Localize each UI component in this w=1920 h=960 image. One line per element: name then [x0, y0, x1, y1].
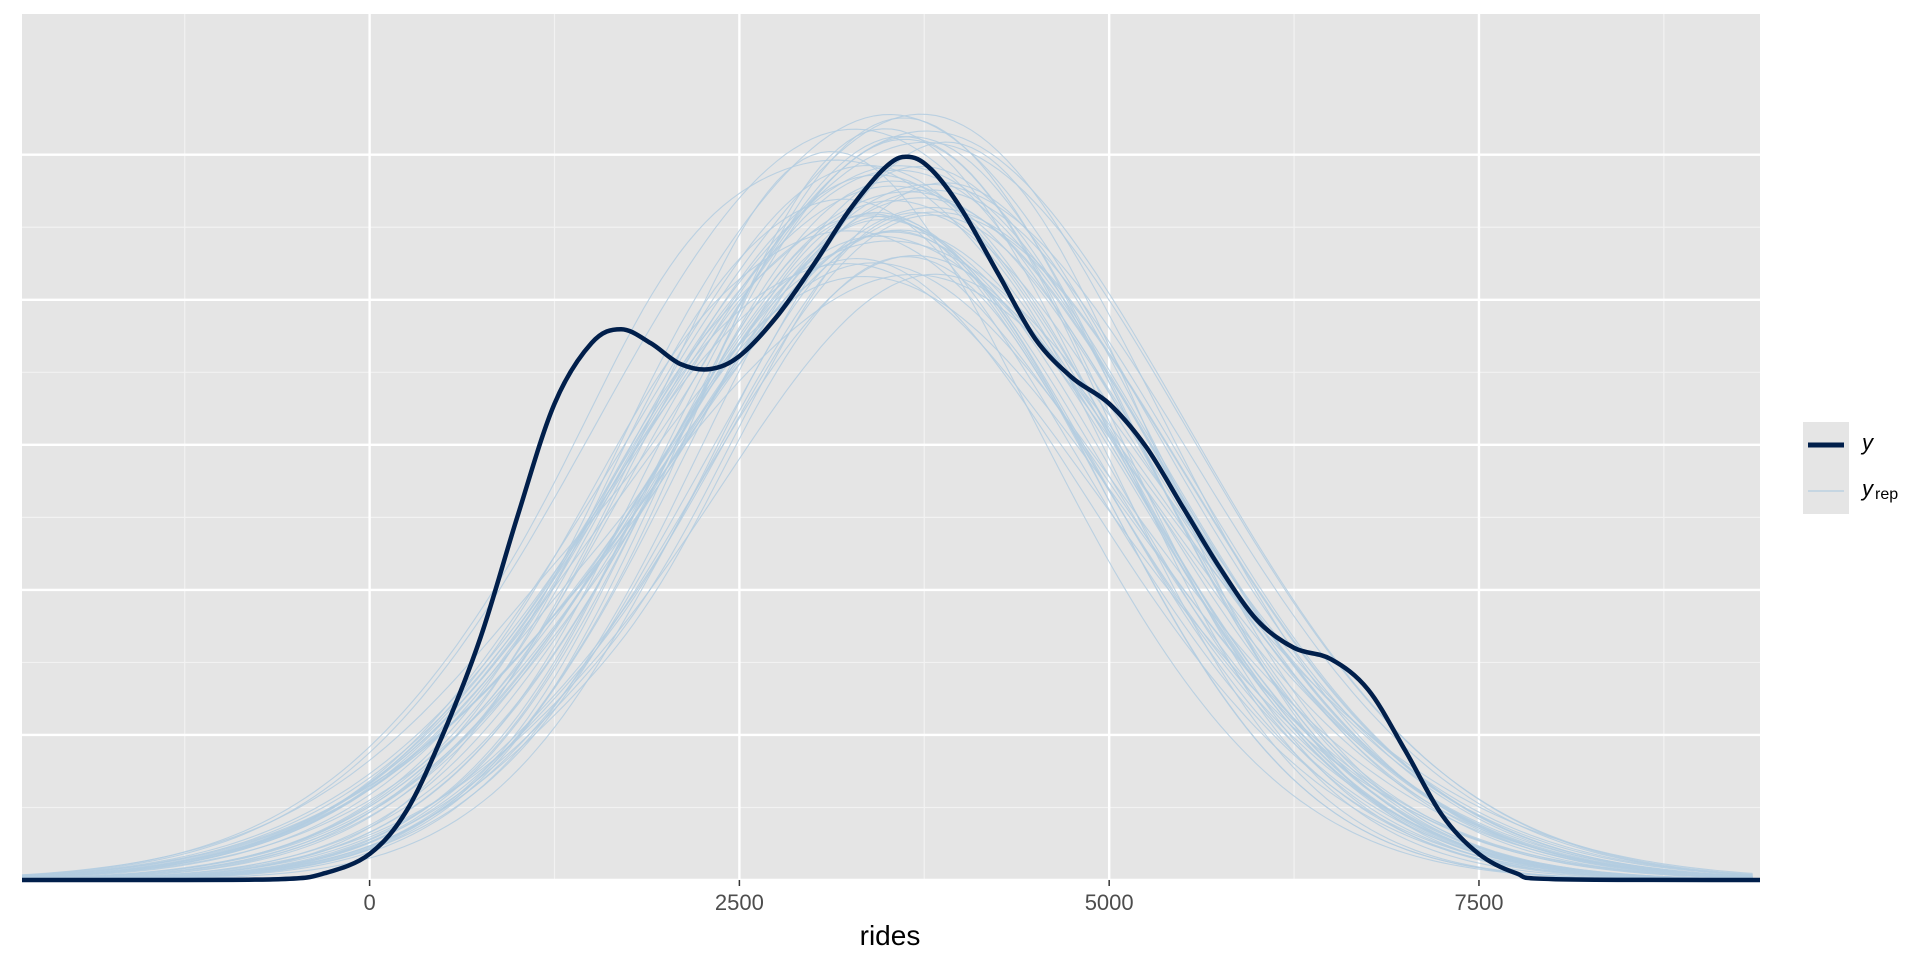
legend: y y rep [1803, 422, 1898, 514]
yrep-line [21, 198, 1753, 880]
yrep-line [21, 113, 1753, 880]
yrep-line [21, 169, 1753, 878]
yrep-line [21, 130, 1753, 879]
yrep-line [21, 180, 1753, 881]
y-series [21, 154, 1761, 883]
yrep-line [21, 191, 1753, 878]
yrep-line [21, 128, 1753, 877]
yrep-line [21, 128, 1753, 881]
yrep-line [21, 273, 1753, 879]
x-tick-label: 2500 [715, 890, 764, 915]
plot-panel [22, 14, 1760, 880]
yrep-line [22, 256, 1753, 881]
yrep-line [21, 159, 1753, 878]
x-axis-ticks: 0 2500 5000 7500 [363, 880, 1503, 915]
legend-label-yrep-subscript: rep [1875, 486, 1898, 503]
yrep-line [21, 211, 1753, 877]
yrep-line [22, 150, 1753, 881]
yrep-line [21, 165, 1753, 881]
yrep-line [21, 230, 1753, 879]
x-tick-label: 0 [363, 890, 375, 915]
x-tick-label: 7500 [1454, 890, 1503, 915]
yrep-line [21, 235, 1753, 878]
grid-minor [22, 14, 1760, 880]
legend-label-y: y [1860, 430, 1875, 455]
y-line [21, 154, 1761, 883]
yrep-line [21, 257, 1753, 881]
yrep-line [21, 135, 1753, 881]
legend-key-background [1803, 422, 1849, 514]
yrep-line [21, 215, 1753, 878]
x-tick-label: 5000 [1085, 890, 1134, 915]
yrep-line [21, 197, 1753, 880]
x-axis-title: rides [860, 920, 921, 951]
yrep-line [21, 185, 1753, 879]
legend-label-yrep: y [1860, 476, 1875, 501]
